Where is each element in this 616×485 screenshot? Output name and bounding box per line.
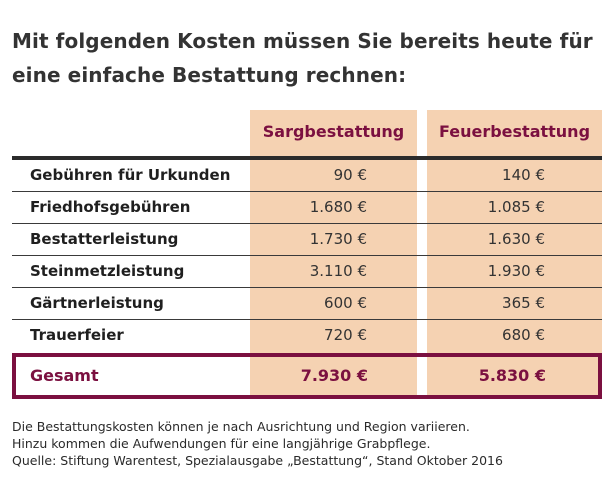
feuer-value: 1.085 € — [487, 198, 545, 216]
sarg-value: 720 € — [324, 326, 367, 344]
footnote-line: Die Bestattungskosten können je nach Aus… — [12, 419, 470, 434]
column-header-feuerbestattung: Feuerbestattung — [438, 122, 591, 141]
total-row: Gesamt 7.930 € 5.830 € — [12, 353, 602, 399]
page-title: Mit folgenden Kosten müssen Sie bereits … — [12, 24, 602, 92]
table-row: Steinmetzleistung 3.110 € 1.930 € — [12, 256, 602, 288]
table-row: Trauerfeier 720 € 680 € — [12, 320, 602, 352]
row-label: Steinmetzleistung — [30, 262, 185, 280]
row-label: Friedhofsgebühren — [30, 198, 191, 216]
table-row: Bestatterleistung 1.730 € 1.630 € — [12, 224, 602, 256]
feuer-value: 680 € — [502, 326, 545, 344]
feuer-value: 1.930 € — [487, 262, 545, 280]
feuer-value: 365 € — [502, 294, 545, 312]
title-line-2: eine einfache Bestattung rechnen: — [12, 63, 407, 87]
row-label: Trauerfeier — [30, 326, 124, 344]
table-row: Gärtnerleistung 600 € 365 € — [12, 288, 602, 320]
footnotes: Die Bestattungskosten können je nach Aus… — [12, 418, 612, 469]
feuer-value: 140 € — [502, 166, 545, 184]
row-label: Gebühren für Urkunden — [30, 166, 231, 184]
sarg-value: 1.730 € — [309, 230, 367, 248]
sarg-value: 1.680 € — [309, 198, 367, 216]
source-line: Quelle: Stiftung Warentest, Spezialausga… — [12, 453, 503, 468]
row-label: Gärtnerleistung — [30, 294, 164, 312]
table-row: Friedhofsgebühren 1.680 € 1.085 € — [12, 192, 602, 224]
footnote-line: Hinzu kommen die Aufwendungen für eine l… — [12, 436, 431, 451]
total-label: Gesamt — [30, 366, 99, 385]
total-feuer-value: 5.830 € — [478, 366, 546, 385]
header-divider — [12, 156, 602, 160]
feuer-value: 1.630 € — [487, 230, 545, 248]
row-label: Bestatterleistung — [30, 230, 179, 248]
title-line-1: Mit folgenden Kosten müssen Sie bereits … — [12, 29, 593, 53]
sarg-value: 3.110 € — [309, 262, 367, 280]
sarg-value: 90 € — [333, 166, 367, 184]
table-row: Gebühren für Urkunden 90 € 140 € — [12, 160, 602, 192]
sarg-value: 600 € — [324, 294, 367, 312]
total-sarg-value: 7.930 € — [300, 366, 368, 385]
column-header-sargbestattung: Sargbestattung — [262, 122, 405, 141]
